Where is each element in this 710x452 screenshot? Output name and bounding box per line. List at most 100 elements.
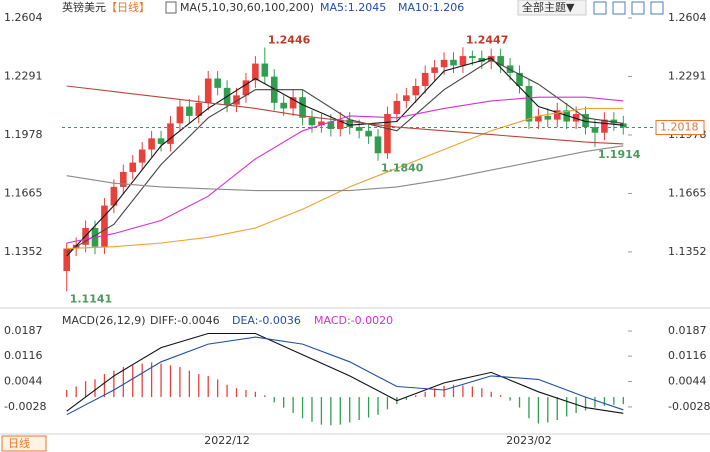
y-tick-label: 1.1352 xyxy=(4,245,43,258)
y-tick-label: 1.1352 xyxy=(668,245,707,258)
ma-line xyxy=(66,107,624,250)
candle-body xyxy=(365,130,372,137)
legend-entry: DIFF:-0.0046 xyxy=(150,314,220,327)
candle-body xyxy=(176,106,184,124)
x-tick-label: 2023/02 xyxy=(506,434,552,447)
candle-body xyxy=(582,114,589,128)
candle-body xyxy=(374,136,382,154)
extreme-label: 1.1914 xyxy=(598,148,641,161)
extreme-label: 1.1141 xyxy=(70,292,112,305)
candle-body xyxy=(553,110,561,120)
candle-body xyxy=(412,85,420,96)
extreme-label: 1.2446 xyxy=(268,34,311,47)
ma-line xyxy=(66,85,624,145)
y-tick-label: -0.0028 xyxy=(668,400,710,413)
tool-icon[interactable] xyxy=(631,1,645,15)
candle-body xyxy=(497,56,504,66)
theme-button-box[interactable] xyxy=(517,0,587,16)
candle-body xyxy=(308,117,316,126)
tool-icon[interactable] xyxy=(612,1,626,15)
candle-body xyxy=(157,138,165,144)
candle-body xyxy=(393,100,401,115)
candle-body xyxy=(619,123,627,128)
y-tick-label: 1.2604 xyxy=(4,11,43,24)
y-tick-label: 1.1978 xyxy=(4,128,43,141)
candle-body xyxy=(214,78,221,88)
candle-body xyxy=(299,97,306,118)
candle-body xyxy=(129,162,137,172)
candle-body xyxy=(252,63,259,81)
candle-body xyxy=(346,119,354,128)
candle-body xyxy=(289,97,297,109)
y-tick-label: 0.0187 xyxy=(4,324,43,337)
tool-icon[interactable] xyxy=(593,1,607,15)
ma-line xyxy=(66,59,624,253)
y-tick-label: 1.2604 xyxy=(668,11,707,24)
candle-body xyxy=(318,121,325,126)
x-tick-label: 2022/12 xyxy=(204,434,250,447)
legend-entry: MACD:-0.0020 xyxy=(314,314,393,327)
candle-body xyxy=(469,56,476,58)
period-tab-box[interactable] xyxy=(1,435,47,452)
candle-body xyxy=(242,80,250,96)
y-tick-label: 1.2291 xyxy=(668,69,707,82)
candle-body xyxy=(450,59,457,66)
candle-body xyxy=(355,127,363,131)
candle-body xyxy=(516,72,523,86)
candle-body xyxy=(478,57,486,62)
candle-body xyxy=(459,56,467,66)
y-tick-label: 0.0116 xyxy=(668,349,707,362)
y-tick-label: 1.2291 xyxy=(4,69,43,82)
y-tick-label: 0.0044 xyxy=(4,375,43,388)
symbol: 英镑美元 xyxy=(62,0,106,14)
candle-body xyxy=(233,95,240,105)
y-tick-label: 0.0187 xyxy=(668,324,707,337)
legend-entry: MA5:1.2045 xyxy=(320,1,386,14)
candle-body xyxy=(167,123,174,144)
candle-body xyxy=(63,248,71,271)
extreme-label: 1.1840 xyxy=(381,162,424,175)
ma-params: MA(5,10,30,60,100,200) xyxy=(180,1,314,14)
candle-body xyxy=(572,114,580,122)
candle-body xyxy=(525,85,533,122)
candle-body xyxy=(138,149,146,163)
candle-body xyxy=(336,119,344,129)
y-tick-label: 0.0044 xyxy=(668,375,707,388)
candle-body xyxy=(120,171,127,187)
candle-body xyxy=(591,127,599,133)
y-tick-label: 0.0116 xyxy=(4,349,43,362)
toolbar xyxy=(593,1,664,15)
candle-body xyxy=(327,121,335,129)
ma-line xyxy=(66,332,624,414)
candle-body xyxy=(535,115,542,122)
candle-body xyxy=(440,59,448,68)
candle-body xyxy=(601,119,608,133)
theme-button[interactable]: 全部主题▼ xyxy=(522,0,575,14)
y-tick-label: 1.1665 xyxy=(4,186,43,199)
candle-body xyxy=(421,72,429,86)
period-tab[interactable]: 日线 xyxy=(8,436,30,450)
candle-body xyxy=(487,56,495,62)
candle-body xyxy=(261,63,269,77)
y-tick-label: -0.0028 xyxy=(4,400,46,413)
candle-body xyxy=(101,205,108,247)
extreme-label: 1.2447 xyxy=(466,33,508,46)
candle-body xyxy=(403,95,410,101)
ma-icon[interactable] xyxy=(165,1,177,14)
candle-body xyxy=(431,67,438,73)
period[interactable]: 【日线】 xyxy=(106,0,150,14)
macd-title: MACD(26,12,9) xyxy=(62,314,146,327)
last-price-box xyxy=(655,119,705,135)
candle-body xyxy=(204,78,212,103)
y-tick-label: 1.1665 xyxy=(668,186,707,199)
ma-line xyxy=(66,96,624,244)
tool-icon[interactable] xyxy=(650,1,664,15)
candle-body xyxy=(195,102,203,116)
legend-entry: DEA:-0.0036 xyxy=(232,314,301,327)
ma-line xyxy=(66,336,624,416)
candle-body xyxy=(148,138,155,150)
candle-body xyxy=(384,114,391,154)
candle-body xyxy=(544,115,552,120)
legend-entry: MA10:1.206 xyxy=(398,1,464,14)
